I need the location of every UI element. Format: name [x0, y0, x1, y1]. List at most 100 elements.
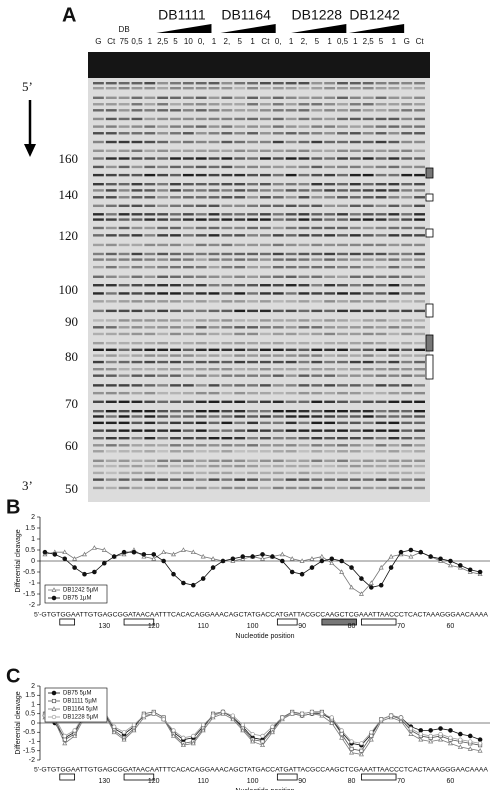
gel-band [131, 275, 143, 278]
gel-band [234, 319, 246, 322]
data-point [349, 739, 354, 744]
footprint-box [123, 618, 155, 626]
data-point [151, 711, 156, 716]
gel-band [157, 125, 169, 128]
gel-band [105, 384, 117, 387]
gel-band [349, 459, 361, 463]
gel-band [131, 204, 143, 208]
gel-band [131, 354, 143, 357]
gel-band [401, 360, 413, 364]
gel-band [401, 332, 413, 336]
gel-band [349, 436, 361, 440]
gel-band [272, 226, 284, 230]
gel-band [349, 87, 361, 90]
gel-band [93, 486, 104, 490]
gel-band [234, 309, 246, 313]
gel-band [105, 109, 117, 112]
gel-band [221, 415, 233, 418]
gel-band [221, 326, 233, 329]
gel-band [324, 348, 336, 352]
data-point [62, 549, 68, 555]
gel-band [247, 189, 258, 192]
gel-band [208, 436, 220, 440]
gel-band [221, 173, 233, 177]
gel-band [182, 486, 194, 490]
gel-band [311, 265, 323, 269]
y-axis-label: Differential cleavage [15, 529, 22, 592]
data-point [121, 730, 127, 735]
lane-label: 0, [198, 37, 205, 46]
data-point [260, 552, 265, 557]
gel-band [311, 326, 323, 329]
gel-band [260, 125, 271, 128]
gel-band [195, 87, 207, 90]
gel-band [144, 471, 156, 475]
gel-band [195, 173, 207, 177]
gel-band [93, 368, 104, 371]
data-point [72, 565, 77, 570]
gel-band [170, 103, 181, 106]
gel-band [375, 218, 387, 221]
gel-band [311, 478, 323, 481]
gel-band [272, 478, 284, 481]
gel-band [401, 429, 413, 432]
gel-band [93, 332, 104, 336]
gel-band [195, 409, 207, 413]
gel-band [182, 258, 194, 261]
gel-band [401, 450, 413, 453]
gel-band [105, 204, 117, 208]
gel-band [144, 132, 156, 135]
gel-band [157, 196, 169, 199]
gel-band [337, 486, 348, 490]
gel-band [260, 213, 271, 216]
gel-band [105, 173, 117, 177]
gel-band [375, 157, 387, 160]
gel-band [93, 218, 104, 221]
gel-band [311, 332, 323, 336]
gel-band [182, 157, 194, 160]
gel-band [144, 348, 156, 352]
gel-band [195, 471, 207, 475]
gel-band [388, 218, 400, 221]
gel-band [118, 384, 130, 387]
gel-band [375, 326, 387, 329]
gel-band [337, 374, 348, 377]
gel-band [195, 354, 207, 357]
gel-band [337, 87, 348, 90]
gel-band [157, 157, 169, 160]
gel-band [157, 400, 169, 404]
gel-band [298, 125, 310, 128]
lane-label: 2, [224, 37, 231, 46]
gel-band [170, 384, 181, 387]
gel-band [195, 182, 207, 186]
data-point [438, 556, 443, 562]
gel-band [221, 444, 233, 447]
data-point [52, 552, 58, 557]
gel-band [349, 391, 361, 395]
gel-band [311, 341, 323, 345]
gel-band [375, 400, 387, 404]
gel-band [247, 368, 258, 371]
gel-band [337, 284, 348, 287]
gel-band [375, 165, 387, 169]
gel-band [118, 450, 130, 453]
gel-band [260, 300, 271, 303]
gel-band [349, 360, 361, 364]
gel-band [93, 464, 104, 468]
gel-band [170, 109, 181, 112]
gel-band [311, 140, 323, 144]
gel-band [298, 360, 310, 364]
gel-band [285, 354, 297, 357]
gel-band [311, 360, 323, 364]
gel-band [362, 300, 374, 303]
gel-band [349, 275, 361, 278]
gel-band [349, 300, 361, 303]
gel-band [182, 348, 194, 352]
gel-band [157, 243, 169, 247]
gel-band [221, 400, 233, 404]
gel-band [208, 96, 220, 100]
gel-band [375, 173, 387, 177]
gel-band [144, 319, 156, 322]
gel-band [195, 189, 207, 192]
gel-band [285, 374, 297, 377]
